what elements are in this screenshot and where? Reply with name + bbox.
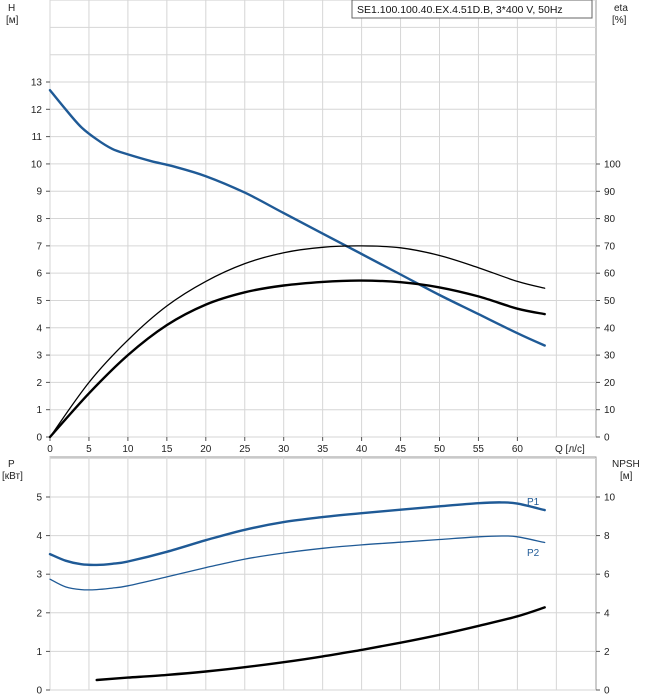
x-tick-label: 30: [278, 444, 290, 455]
left-tick-label: 10: [31, 159, 43, 170]
top-chart-series: [48, 89, 546, 439]
right-tick-label: 100: [604, 160, 621, 171]
x-tick-label: 20: [200, 444, 212, 455]
right-tick-label: 4: [604, 608, 610, 619]
series-line-p1: [48, 501, 546, 567]
x-tick-label: 10: [122, 444, 134, 455]
right-tick-label: 10: [604, 493, 616, 504]
x-tick-label: 0: [47, 444, 53, 455]
right-tick-label: 30: [604, 351, 616, 362]
left-tick-label: 6: [36, 269, 42, 280]
left-tick-label: 13: [31, 78, 43, 89]
bottom-chart-grid: [49, 456, 597, 691]
bottom-right-axis-label: NPSH: [612, 459, 640, 470]
series-label-p1: P1: [527, 497, 540, 508]
series-line-0-2: [48, 279, 546, 439]
top-chart-grid: [49, 0, 597, 438]
x-axis-label: Q [л/с]: [555, 444, 585, 455]
bottom-left-axis-unit: [кВт]: [2, 471, 23, 482]
left-tick-label: 12: [31, 105, 43, 116]
right-tick-label: 10: [604, 405, 616, 416]
model-title-box: [351, 0, 593, 19]
right-tick-label: 20: [604, 378, 616, 389]
right-tick-label: 40: [604, 323, 616, 334]
left-tick-label: 2: [36, 378, 42, 389]
bottom-chart-series: [48, 501, 546, 682]
right-tick-label: 50: [604, 296, 616, 307]
x-tick-label: 15: [161, 444, 173, 455]
model-title: SE1.100.100.40.EX.4.51D.B, 3*400 V, 50Hz: [357, 4, 563, 16]
left-tick-label: 5: [36, 296, 42, 307]
right-tick-label: 90: [604, 187, 616, 198]
left-tick-label: 4: [36, 323, 42, 334]
x-tick-label: 35: [317, 444, 329, 455]
x-tick-label: 50: [434, 444, 446, 455]
top-chart-ticks: 0123456789101112130102030405060708090100…: [31, 78, 621, 456]
bottom-right-axis-unit: [м]: [620, 471, 633, 482]
right-tick-label: 2: [604, 647, 610, 658]
left-tick-label: 1: [36, 405, 42, 416]
left-tick-label: 9: [36, 187, 42, 198]
left-tick-label: 0: [36, 686, 42, 697]
x-tick-label: 40: [356, 444, 368, 455]
right-tick-label: 0: [604, 433, 610, 444]
right-tick-label: 70: [604, 241, 616, 252]
top-right-axis-unit: [%]: [612, 15, 627, 26]
right-tick-label: 60: [604, 269, 616, 280]
right-tick-label: 8: [604, 531, 610, 542]
x-tick-label: 5: [86, 444, 92, 455]
series-line-0-1: [49, 245, 546, 438]
x-tick-label: 45: [395, 444, 407, 455]
x-tick-label: 25: [239, 444, 251, 455]
x-tick-label: 55: [473, 444, 485, 455]
right-tick-label: 80: [604, 214, 616, 225]
top-right-axis-label: eta: [614, 3, 628, 14]
series-line-p2: [49, 535, 546, 591]
series-label-p2: P2: [527, 548, 540, 559]
left-tick-label: 3: [36, 351, 42, 362]
left-tick-label: 11: [32, 132, 43, 143]
series-line-1-2: [95, 606, 546, 682]
series-line-0-0: [48, 89, 546, 347]
left-tick-label: 8: [36, 214, 42, 225]
top-left-axis-unit: [м]: [6, 15, 19, 26]
right-tick-label: 0: [604, 686, 610, 697]
left-tick-label: 0: [36, 433, 42, 444]
left-tick-label: 4: [36, 531, 42, 542]
bottom-left-axis-label: P: [8, 459, 15, 470]
left-tick-label: 3: [36, 570, 42, 581]
bottom-chart-ticks: 0 1 2 3 4 5 0 2 4 6 8 10: [36, 493, 615, 697]
left-tick-label: 2: [36, 608, 42, 619]
x-tick-label: 60: [512, 444, 524, 455]
right-tick-label: 6: [604, 570, 610, 581]
top-left-axis-label: H: [8, 3, 15, 14]
left-tick-label: 7: [36, 241, 42, 252]
left-tick-label: 1: [36, 647, 42, 658]
left-tick-label: 5: [36, 493, 42, 504]
